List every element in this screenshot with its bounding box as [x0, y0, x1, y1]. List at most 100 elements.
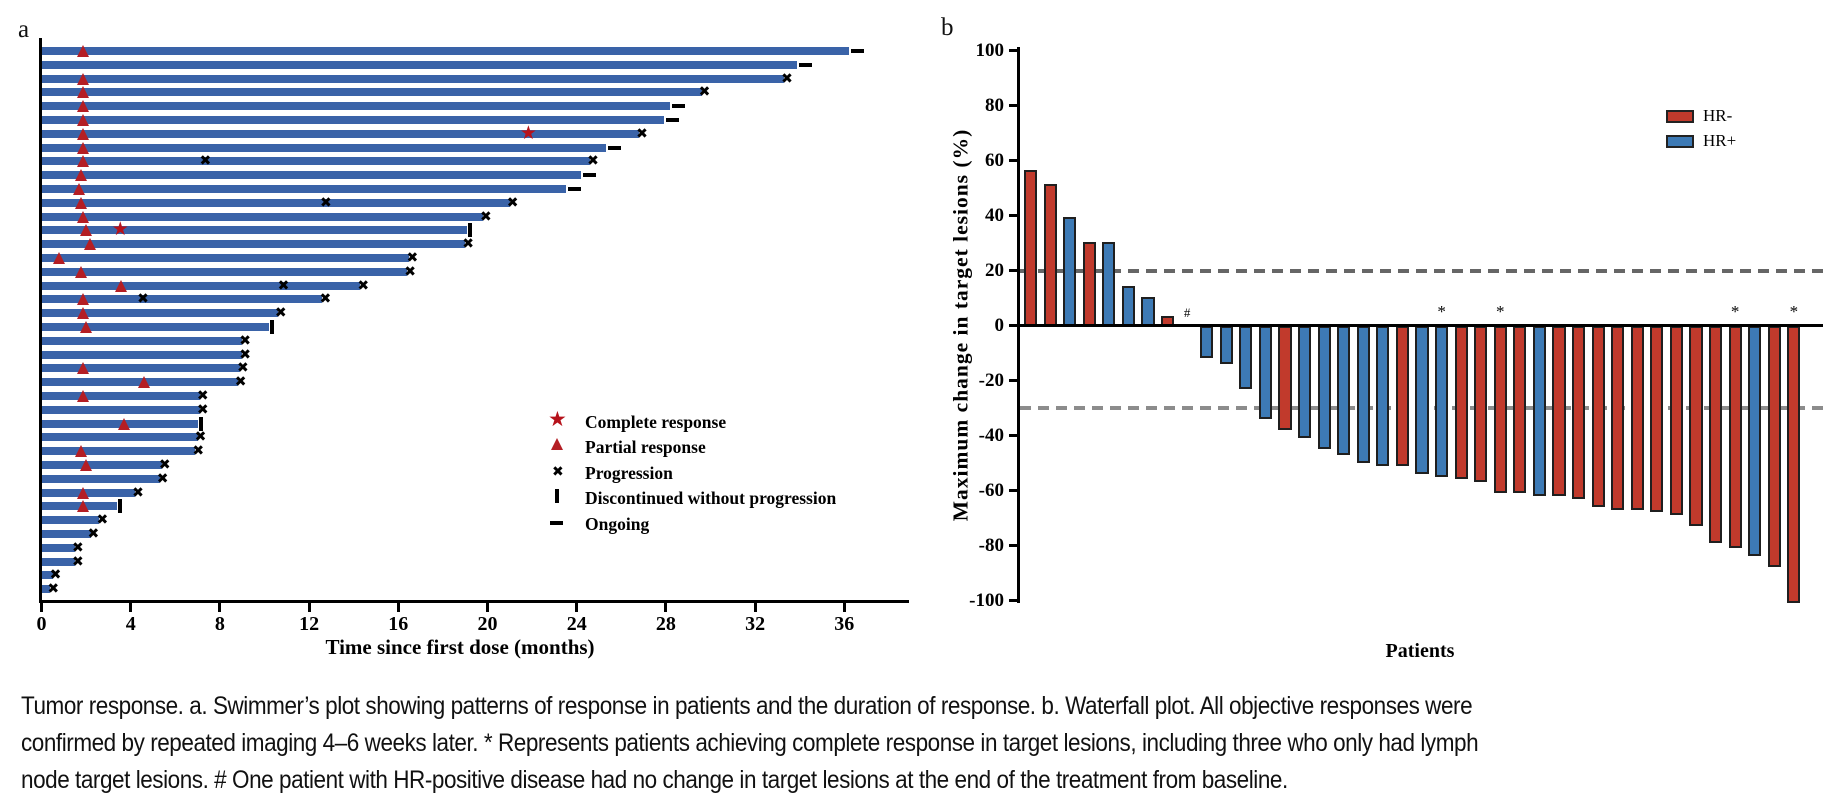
waterfall-bar [1591, 326, 1605, 507]
x-tick-label: 4 [125, 613, 136, 635]
discontinued-bar-icon [118, 499, 123, 514]
y-tick-label: -80 [978, 534, 1004, 556]
partial-response-triangle-icon [75, 169, 88, 182]
partial-response-triangle-icon [77, 127, 90, 140]
complete-response-star-icon: ★ [111, 218, 129, 241]
y-tick-mark [1009, 214, 1017, 217]
x-tick-label: 20 [477, 613, 498, 635]
waterfall-bar [1552, 326, 1566, 496]
progression-x-icon: ✖ [587, 153, 599, 170]
ongoing-dash-icon [799, 62, 813, 67]
swimmer-bar [41, 254, 410, 262]
legend-item-label: Discontinued without progression [585, 488, 837, 509]
discontinued-bar-icon [198, 416, 203, 431]
swimmer-bar [41, 116, 664, 124]
legend-swatch [1666, 135, 1694, 148]
panel-a-y-axis-line [39, 38, 42, 603]
partial-response-triangle-icon [75, 445, 88, 458]
partial-response-triangle-icon [79, 224, 92, 237]
asterisk-annotation: * [1437, 302, 1446, 321]
progression-x-icon: ✖ [47, 581, 60, 598]
legend-item-label: HR+ [1703, 131, 1737, 150]
progression-x-icon: ✖ [192, 443, 205, 460]
panel-b-y-axis-title: Maximum change in target lesions (%) [948, 128, 973, 522]
waterfall-bar [1043, 183, 1057, 326]
progression-x-icon: ✖ [199, 153, 212, 170]
x-tick-mark [129, 603, 133, 612]
swimmer-bar [41, 516, 100, 525]
y-tick-mark [1009, 104, 1017, 107]
y-tick-mark [1009, 49, 1017, 52]
panel-a-label: a [18, 16, 30, 43]
waterfall-bar [1102, 241, 1116, 326]
waterfall-bar [1513, 326, 1527, 493]
x-tick-label: 8 [214, 613, 225, 635]
progression-x-icon: ✖ [636, 125, 648, 142]
x-tick-label: 16 [388, 613, 409, 635]
hash-annotation: # [1183, 305, 1191, 320]
waterfall-bar [1689, 326, 1703, 526]
y-tick-label: 20 [985, 259, 1004, 281]
legend-item-label: HR- [1703, 106, 1733, 125]
swimmer-bar [41, 543, 75, 552]
swimmer-bar [41, 461, 162, 469]
progression-x-icon: ✖ [234, 374, 247, 391]
swimmer-bar [41, 240, 466, 249]
waterfall-bar [1787, 326, 1801, 603]
y-tick-label: -20 [978, 369, 1004, 391]
x-tick-mark [486, 603, 489, 612]
partial-response-triangle-icon [72, 183, 85, 195]
swimmer-bar [41, 350, 243, 359]
ongoing-dash-icon [672, 104, 686, 109]
caption-line-2: confirmed by repeated imaging 4–6 weeks … [21, 729, 1479, 757]
waterfall-bar [1434, 326, 1449, 477]
x-tick-mark [218, 603, 222, 612]
progression-x-icon: ✖ [236, 360, 249, 377]
x-tick-label: 12 [299, 613, 320, 635]
y-tick-label: 100 [975, 39, 1005, 61]
complete-response-star-icon: ★ [548, 407, 567, 431]
waterfall-bar [1278, 326, 1292, 430]
progression-x-icon: ✖ [552, 463, 564, 480]
waterfall-bar [1708, 326, 1723, 543]
progression-x-icon: ✖ [156, 470, 169, 487]
progression-x-icon: ✖ [781, 70, 793, 87]
waterfall-bar [1239, 326, 1253, 389]
progression-x-icon: ✖ [319, 291, 332, 308]
waterfall-bar [1728, 326, 1742, 548]
partial-response-triangle-icon [77, 486, 90, 499]
progression-x-icon: ✖ [239, 332, 251, 349]
partial-response-triangle-icon [77, 114, 90, 126]
figure-caption: Tumor response. a. Swimmer’s plot showin… [21, 688, 1640, 799]
progression-x-icon: ✖ [319, 194, 332, 211]
partial-response-triangle-icon [117, 417, 130, 430]
waterfall-bar [1669, 326, 1683, 515]
ongoing-dash-icon [850, 49, 864, 53]
x-tick-mark [396, 603, 400, 612]
x-tick-label: 36 [834, 613, 855, 635]
progression-x-icon: ✖ [277, 277, 290, 294]
ongoing-dash-icon [665, 118, 679, 122]
panel-b-zero-line [1017, 324, 1823, 327]
x-tick-mark [842, 603, 846, 612]
waterfall-bar [1317, 326, 1331, 449]
progression-x-icon: ✖ [480, 208, 492, 225]
swimmer-bar [41, 433, 198, 442]
swimmer-bar [41, 474, 160, 483]
panel-b-x-axis-title: Patients [1385, 640, 1455, 662]
swimmer-bar [41, 336, 243, 345]
partial-response-triangle-icon [75, 196, 88, 209]
ongoing-dash-icon [607, 145, 621, 150]
partial-response-triangle-icon [77, 210, 90, 223]
partial-response-triangle-icon [77, 362, 90, 375]
progression-x-icon: ✖ [196, 401, 209, 418]
swimmer-bar [41, 392, 200, 400]
waterfall-bar [1474, 326, 1488, 482]
swimmer-bar [41, 212, 484, 221]
y-tick-mark [1009, 379, 1017, 382]
waterfall-bar [1200, 326, 1214, 359]
waterfall-bar [1493, 326, 1507, 493]
waterfall-bar [1454, 326, 1468, 480]
discontinued-bar-icon [468, 223, 473, 238]
